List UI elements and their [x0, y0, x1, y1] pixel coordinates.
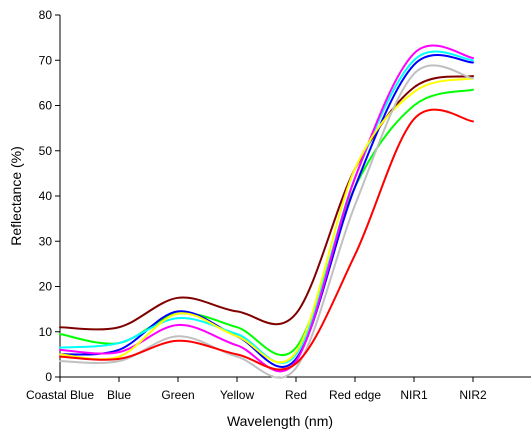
y-tick-label: 40	[39, 189, 53, 203]
y-tick-label: 60	[39, 99, 53, 113]
series-line-0	[59, 75, 474, 331]
series-line-5	[59, 77, 474, 364]
series-layer	[59, 44, 474, 379]
series-line-6	[59, 64, 474, 379]
series-line-2	[59, 54, 474, 368]
y-tick-label: 50	[39, 144, 53, 158]
y-tick-label: 20	[39, 280, 53, 294]
x-tick-label: NIR2	[459, 388, 487, 402]
y-axis-ticks: 0 10 20 30 40 50 60 70 80	[39, 8, 60, 384]
x-tick-label: Red edge	[329, 388, 381, 402]
x-tick-label: Blue	[107, 388, 131, 402]
x-axis-label: Wavelength (nm)	[227, 413, 333, 429]
x-tick-label: Green	[161, 388, 194, 402]
x-tick-label: NIR1	[400, 388, 428, 402]
y-tick-label: 30	[39, 234, 53, 248]
y-tick-label: 80	[39, 8, 53, 22]
y-tick-label: 0	[45, 370, 52, 384]
x-tick-label: Coastal Blue	[26, 388, 94, 402]
series-line-3	[59, 50, 474, 364]
y-tick-label: 10	[39, 325, 53, 339]
series-line-7	[59, 108, 474, 371]
y-axis-label: Reflectance (%)	[8, 146, 24, 246]
y-tick-label: 70	[39, 53, 53, 67]
x-axis-ticks: Coastal Blue Blue Green Yellow Red Red edge NI…	[26, 377, 487, 402]
series-line-1	[59, 88, 474, 356]
x-tick-label: Red	[285, 388, 307, 402]
x-tick-label: Yellow	[220, 388, 255, 402]
